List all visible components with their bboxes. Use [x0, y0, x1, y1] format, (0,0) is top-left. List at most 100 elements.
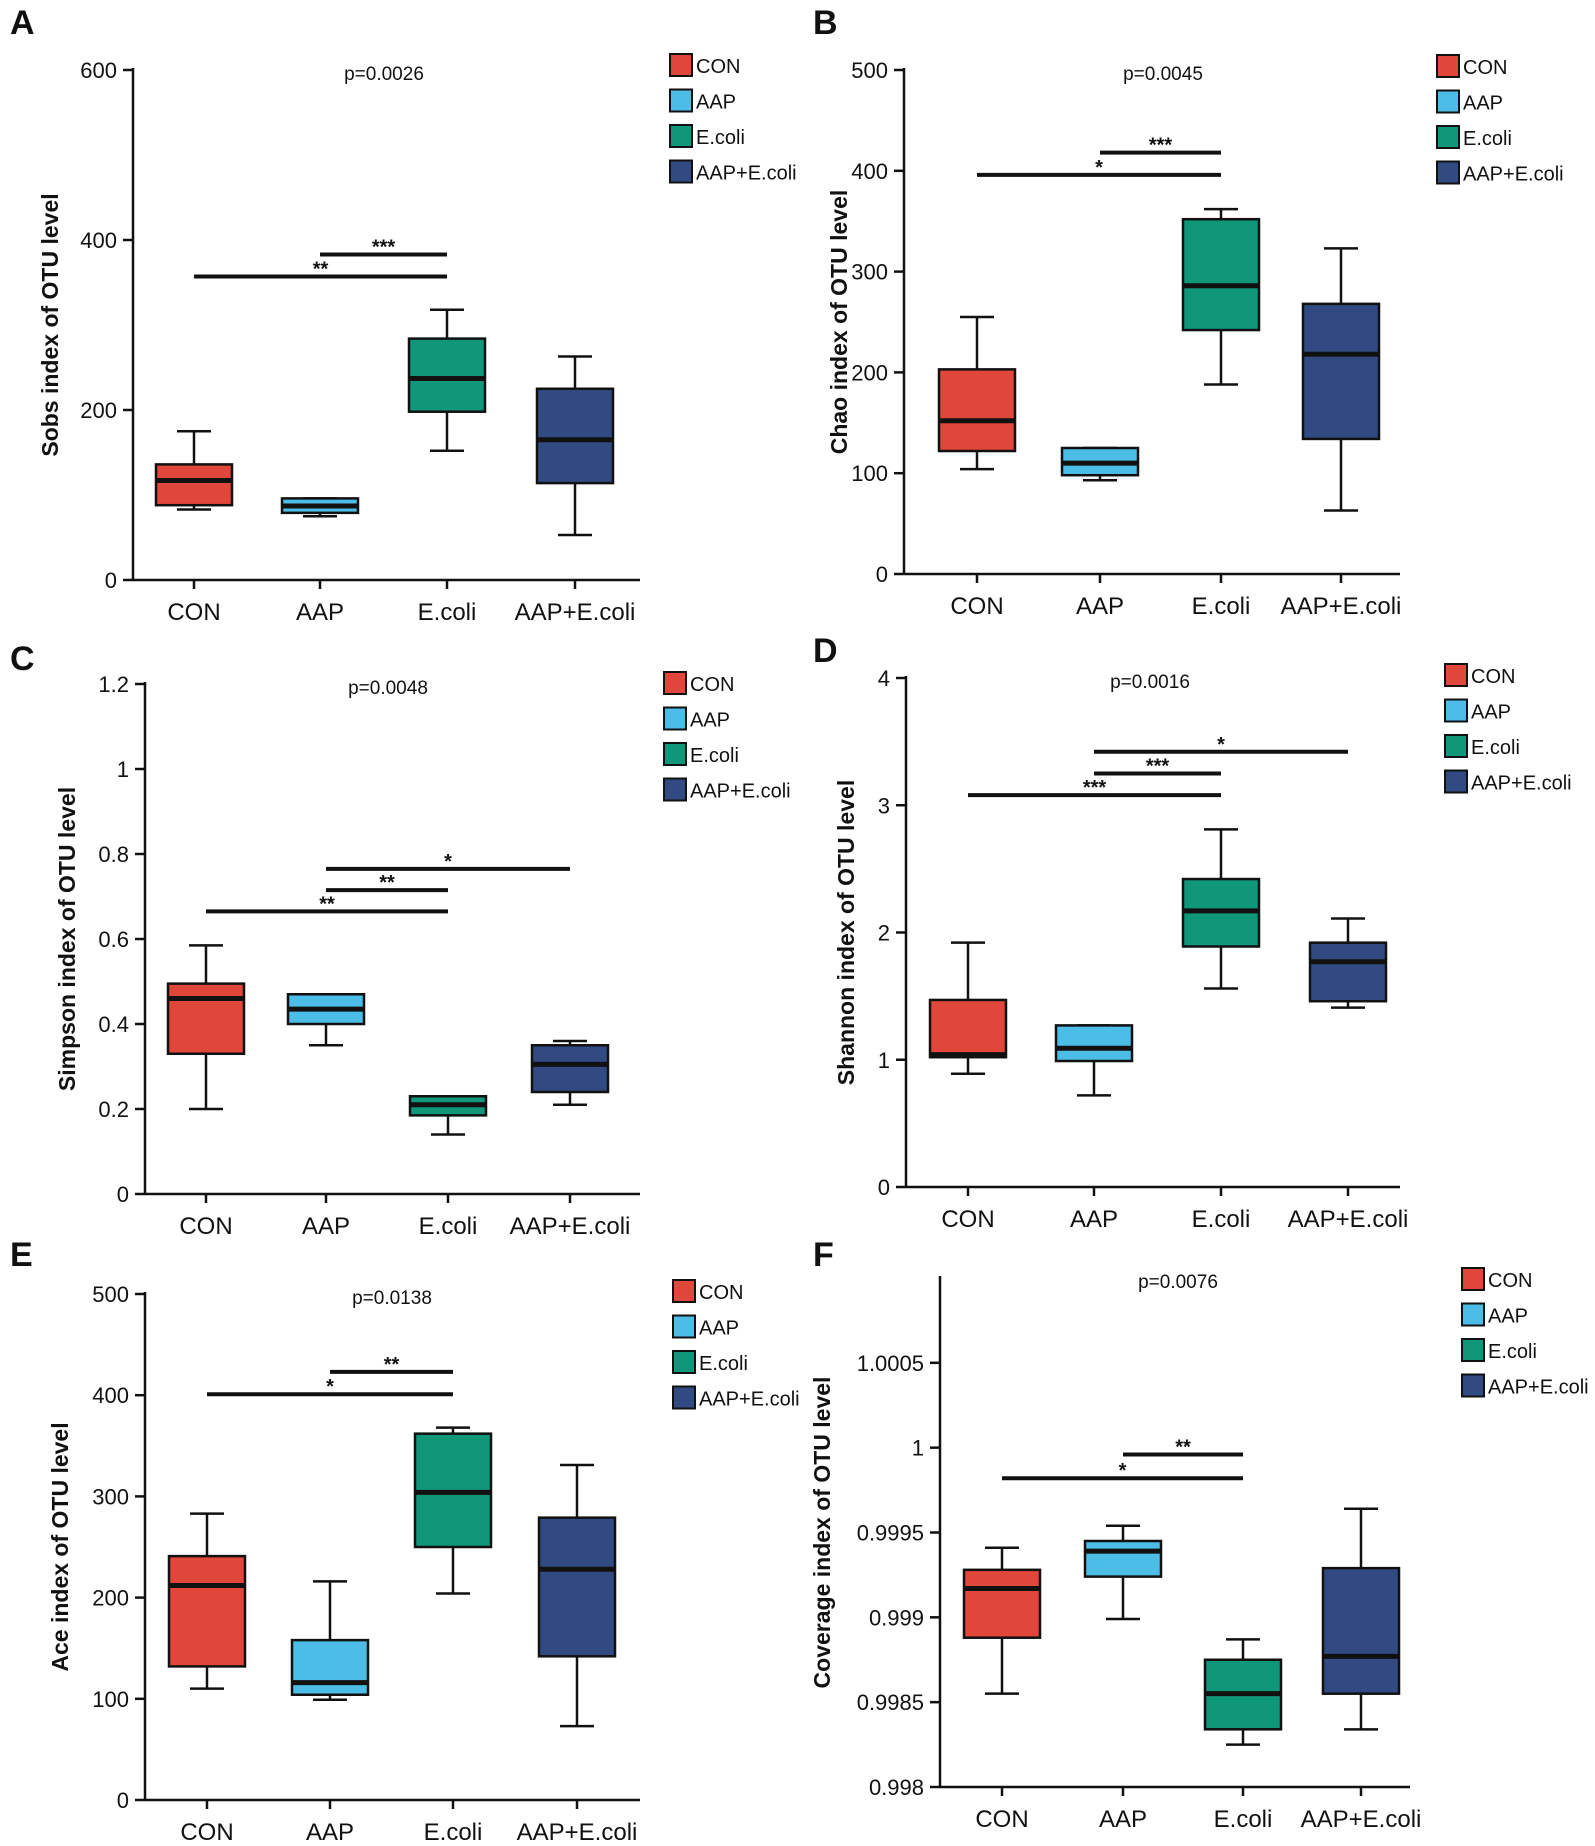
- y-axis-title: Shannon index of OTU level: [833, 780, 859, 1085]
- box-iqr: [537, 1516, 617, 1658]
- y-tick-label: 1.0005: [857, 1351, 924, 1376]
- p-value: p=0.0138: [352, 1288, 432, 1309]
- panel-b: B 0 100 200 300 400 500 CON AAP E.coli AAP+E.coli C…: [813, 4, 1564, 620]
- axes: [135, 682, 640, 1203]
- y-tick-label: 200: [92, 1586, 129, 1611]
- legend-label: AAP+E.coli: [690, 781, 791, 803]
- y-tick-label: 600: [80, 58, 117, 83]
- legend-swatch: [672, 1314, 696, 1339]
- legend-label: AAP: [699, 1318, 739, 1340]
- p-value: p=0.0045: [1123, 64, 1203, 85]
- panel-d: D 0 1 2 3 4 CON AAP E.coli AAP+E.coli Shannon inde…: [813, 632, 1572, 1233]
- y-tick-label: 400: [851, 159, 888, 184]
- legend-swatch: [663, 671, 687, 695]
- y-tick-label: 300: [92, 1484, 129, 1509]
- box-iqr: [535, 387, 615, 485]
- legend-label: E.coli: [1471, 737, 1520, 759]
- box-aap: [1054, 1024, 1134, 1097]
- x-category-label: CON: [167, 599, 220, 626]
- box-aap: [290, 1580, 370, 1702]
- y-tick-label: 0: [878, 1175, 890, 1200]
- box-aap-e-coli: [537, 1463, 617, 1728]
- panel-letter: A: [10, 4, 35, 42]
- y-axis-title: Coverage index of OTU level: [809, 1377, 835, 1689]
- y-tick-label: 0.4: [98, 1012, 129, 1037]
- y-tick-label: 0.999: [869, 1605, 924, 1630]
- box-con: [154, 430, 234, 511]
- legend-label: CON: [1463, 57, 1507, 79]
- y-tick-label: 0.8: [98, 842, 129, 867]
- box-e-coli: [1181, 828, 1261, 990]
- panel-letter: E: [10, 1236, 33, 1274]
- legend-swatch: [663, 706, 687, 731]
- p-value: p=0.0076: [1138, 1272, 1218, 1293]
- legend-swatch: [672, 1385, 696, 1410]
- legend-label: AAP+E.coli: [1463, 164, 1564, 186]
- significance-stars: *: [1119, 1460, 1127, 1482]
- box-aap-e-coli: [535, 355, 615, 537]
- y-tick-label: 500: [92, 1282, 129, 1307]
- legend-label: CON: [696, 56, 740, 78]
- x-category-label: E.coli: [1192, 593, 1251, 620]
- significance-stars: **: [384, 1354, 400, 1376]
- y-tick-label: 1: [912, 1436, 924, 1461]
- box-aap: [280, 497, 360, 518]
- y-axis-title: Chao index of OTU level: [826, 190, 852, 455]
- legend-swatch: [663, 777, 687, 802]
- legend-swatch: [669, 159, 693, 184]
- box-con: [962, 1546, 1042, 1695]
- y-tick-label: 1.2: [98, 672, 129, 697]
- box-iqr: [962, 1568, 1042, 1639]
- legend-swatch: [1461, 1373, 1485, 1398]
- x-category-label: AAP: [306, 1819, 354, 1846]
- box-iqr: [928, 998, 1008, 1059]
- box-iqr: [167, 1554, 247, 1668]
- p-value: p=0.0026: [344, 64, 424, 85]
- x-category-label: E.coli: [1192, 1206, 1251, 1233]
- y-tick-label: 1: [878, 1048, 890, 1073]
- box-e-coli: [408, 1095, 488, 1136]
- y-tick-label: 0.998: [869, 1775, 924, 1800]
- legend-swatch: [669, 53, 693, 77]
- axes: [135, 1292, 640, 1809]
- legend-swatch: [1436, 160, 1460, 185]
- legend-label: AAP+E.coli: [699, 1389, 800, 1411]
- box-aap: [1083, 1524, 1163, 1621]
- panel-c: C 0 0.2 0.4 0.6 0.8 1 1.2 CON AAP E.coli AAP+E.coli…: [10, 640, 791, 1240]
- legend-swatch: [1444, 769, 1468, 794]
- legend-swatch: [1461, 1302, 1485, 1327]
- x-category-label: E.coli: [418, 599, 477, 626]
- y-tick-label: 400: [80, 228, 117, 253]
- x-category-label: AAP+E.coli: [1288, 1206, 1409, 1233]
- box-iqr: [530, 1044, 610, 1094]
- x-category-label: AAP+E.coli: [510, 1213, 631, 1240]
- legend-swatch: [1461, 1338, 1485, 1362]
- legend-swatch: [663, 742, 687, 766]
- significance-stars: *: [326, 1376, 334, 1398]
- x-category-label: AAP: [1099, 1806, 1147, 1833]
- y-tick-label: 100: [92, 1687, 129, 1712]
- y-tick-label: 4: [878, 666, 890, 691]
- box-iqr: [290, 1638, 370, 1697]
- panel-letter: D: [813, 632, 838, 670]
- p-value: p=0.0048: [348, 678, 428, 699]
- y-tick-label: 500: [851, 58, 888, 83]
- x-category-label: AAP: [1070, 1206, 1118, 1233]
- box-con: [166, 944, 246, 1111]
- significance-stars: ***: [1149, 135, 1173, 157]
- y-tick-label: 300: [851, 260, 888, 285]
- box-con: [928, 941, 1008, 1075]
- panel-f: F 0.998 0.9985 0.999 0.9995 1 1.0005 CON AAP E.co…: [809, 1236, 1589, 1833]
- significance-stars: **: [319, 893, 335, 915]
- legend-swatch: [1444, 663, 1468, 687]
- box-iqr: [154, 463, 234, 507]
- box-iqr: [1181, 217, 1261, 332]
- x-category-label: AAP: [1076, 593, 1124, 620]
- y-tick-label: 0: [876, 562, 888, 587]
- y-tick-label: 0.9985: [857, 1690, 924, 1715]
- box-iqr: [407, 337, 487, 413]
- legend-label: CON: [699, 1282, 743, 1304]
- x-category-label: AAP+E.coli: [1281, 593, 1402, 620]
- y-tick-label: 0.2: [98, 1097, 129, 1122]
- box-aap-e-coli: [1301, 247, 1381, 512]
